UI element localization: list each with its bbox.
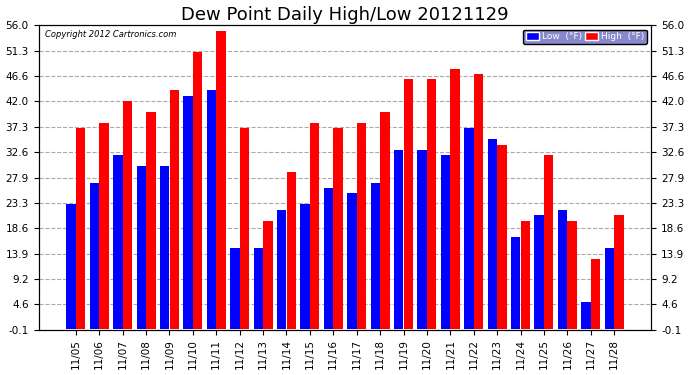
Legend: Low  (°F), High  (°F): Low (°F), High (°F) xyxy=(523,30,647,44)
Bar xyxy=(535,215,544,329)
Bar xyxy=(581,302,591,329)
Bar xyxy=(207,90,216,329)
Bar xyxy=(217,30,226,329)
Bar xyxy=(324,188,333,329)
Bar xyxy=(441,155,450,329)
Bar xyxy=(404,80,413,329)
Bar xyxy=(417,150,427,329)
Bar xyxy=(488,139,497,329)
Bar xyxy=(76,128,86,329)
Bar xyxy=(347,194,357,329)
Bar xyxy=(170,90,179,329)
Bar xyxy=(123,101,132,329)
Bar xyxy=(604,248,614,329)
Bar xyxy=(90,183,99,329)
Title: Dew Point Daily High/Low 20121129: Dew Point Daily High/Low 20121129 xyxy=(181,6,509,24)
Bar xyxy=(193,52,202,329)
Bar xyxy=(591,259,600,329)
Bar xyxy=(427,80,436,329)
Bar xyxy=(558,210,567,329)
Bar xyxy=(394,150,404,329)
Bar xyxy=(286,172,296,329)
Bar xyxy=(277,210,286,329)
Bar xyxy=(113,155,123,329)
Bar xyxy=(614,215,624,329)
Bar xyxy=(464,128,473,329)
Bar xyxy=(240,128,249,329)
Bar xyxy=(474,74,483,329)
Bar xyxy=(451,69,460,329)
Bar xyxy=(146,112,155,329)
Bar xyxy=(160,166,169,329)
Bar xyxy=(497,145,506,329)
Bar xyxy=(263,220,273,329)
Bar xyxy=(511,237,520,329)
Bar xyxy=(99,123,109,329)
Bar xyxy=(380,112,390,329)
Bar xyxy=(333,128,343,329)
Bar xyxy=(357,123,366,329)
Bar xyxy=(184,96,193,329)
Bar xyxy=(371,183,380,329)
Bar xyxy=(230,248,239,329)
Bar xyxy=(300,204,310,329)
Text: Copyright 2012 Cartronics.com: Copyright 2012 Cartronics.com xyxy=(45,30,176,39)
Bar xyxy=(254,248,263,329)
Bar xyxy=(66,204,76,329)
Bar xyxy=(544,155,553,329)
Bar xyxy=(310,123,319,329)
Bar xyxy=(137,166,146,329)
Bar xyxy=(521,220,530,329)
Bar xyxy=(567,220,577,329)
